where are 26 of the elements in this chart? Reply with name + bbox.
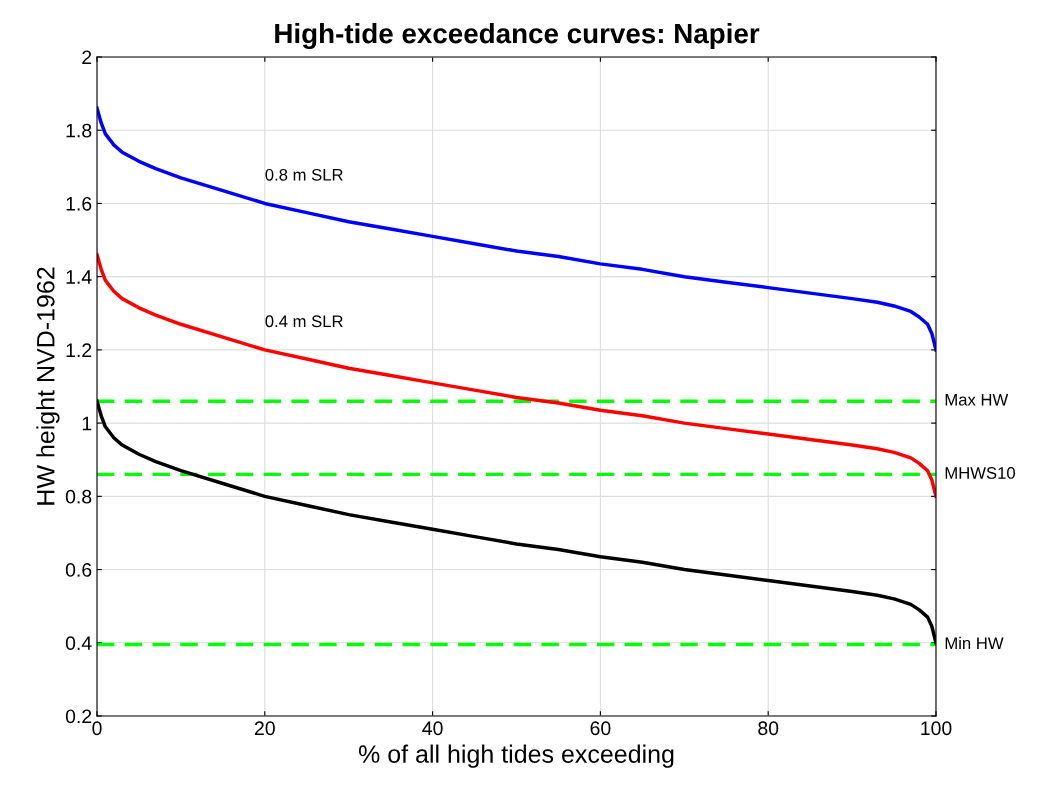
x-tick-label: 20	[254, 721, 275, 736]
y-tick-label: 0.8	[65, 489, 92, 504]
x-tick-label: 60	[590, 721, 611, 736]
y-axis-title: HW height NVD-1962	[36, 267, 60, 505]
x-tick-label: 80	[758, 721, 779, 736]
y-tick-label: 1.4	[66, 270, 92, 284]
series-label: 0.4 m SLR	[265, 315, 343, 328]
y-tick-label: 2	[82, 50, 92, 65]
y-tick-label: 1.6	[66, 196, 92, 211]
x-tick-label: 40	[422, 721, 443, 736]
series-label: 0.8 m SLR	[265, 168, 343, 181]
ref-line-label: Max HW	[945, 393, 1009, 406]
y-tick-label: 0.2	[65, 709, 92, 724]
y-tick-label: 1.2	[66, 343, 92, 357]
chart-title: High-tide exceedance curves: Napier	[275, 22, 760, 49]
y-tick-label: 0.6	[65, 563, 92, 577]
ref-line-label: Min HW	[945, 636, 1004, 649]
y-tick-label: 1.8	[66, 123, 92, 138]
line-series	[97, 106, 936, 352]
y-tick-label: 1	[82, 416, 92, 431]
y-tick-label: 0.4	[65, 636, 92, 651]
ref-line-label: MHWS10	[945, 467, 1015, 479]
x-tick-label: 100	[921, 721, 952, 736]
x-axis-title: % of all high tides exceeding	[358, 744, 674, 768]
line-series	[97, 252, 936, 499]
x-tick-label: 0	[92, 721, 102, 736]
